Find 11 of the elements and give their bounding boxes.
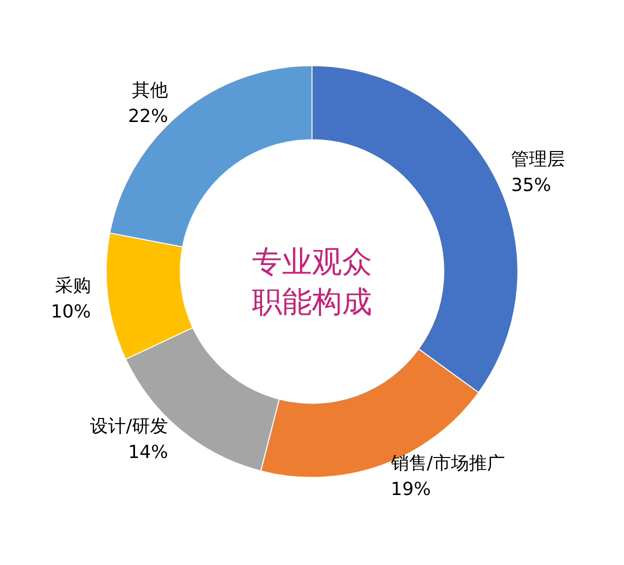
data-label: 10% [50,301,91,322]
slice-label: 销售/市场推广 [390,453,505,474]
slice-label: 其他 [132,80,168,102]
data-label: 14% [128,442,168,463]
data-label: 19% [390,479,431,500]
slice-label: 设计/研发 [90,416,168,437]
text: 专业观众职能构成 [252,245,372,320]
slice-label: 采购 [54,275,91,296]
data-label: 35% [511,175,552,196]
slice-label: 管理层 [511,149,566,170]
data-label: 22% [128,106,168,128]
